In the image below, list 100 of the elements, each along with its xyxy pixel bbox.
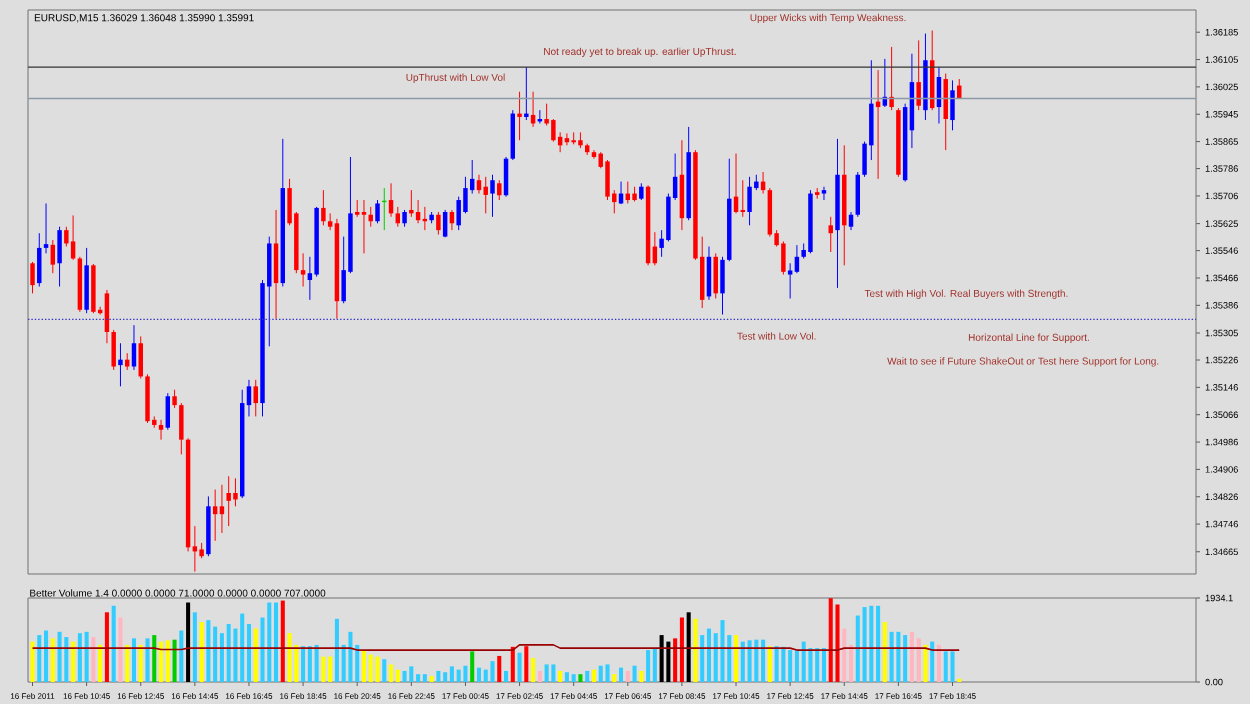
bar bbox=[443, 672, 448, 682]
bar bbox=[422, 674, 427, 682]
bar bbox=[64, 637, 69, 682]
bar bbox=[551, 664, 556, 682]
bar bbox=[903, 635, 908, 682]
candlestick bbox=[436, 211, 441, 236]
bar bbox=[334, 618, 339, 682]
candlestick bbox=[219, 484, 225, 534]
bar bbox=[747, 640, 752, 682]
bar bbox=[706, 628, 711, 682]
candlestick bbox=[794, 244, 800, 274]
candlestick bbox=[118, 342, 123, 387]
bar bbox=[307, 646, 312, 682]
bar bbox=[808, 648, 813, 682]
bar bbox=[754, 639, 759, 682]
bar bbox=[226, 624, 231, 682]
bar bbox=[192, 612, 197, 682]
bar bbox=[652, 648, 657, 682]
candlestick bbox=[517, 91, 522, 141]
candlestick bbox=[720, 256, 725, 316]
bar bbox=[328, 656, 333, 682]
candlestick bbox=[165, 392, 171, 431]
bar bbox=[835, 604, 840, 682]
bar bbox=[186, 602, 191, 682]
bar bbox=[781, 646, 786, 682]
bar bbox=[585, 670, 590, 682]
candlestick bbox=[950, 79, 955, 131]
bar bbox=[199, 622, 204, 682]
bar bbox=[50, 638, 55, 682]
bar bbox=[179, 630, 184, 682]
bar bbox=[301, 646, 306, 682]
bar bbox=[531, 657, 536, 682]
bar bbox=[71, 641, 76, 682]
candlestick bbox=[226, 475, 231, 527]
bar bbox=[639, 670, 644, 682]
bar bbox=[923, 644, 928, 682]
bar bbox=[612, 674, 617, 682]
bar bbox=[916, 638, 921, 682]
bar bbox=[693, 618, 698, 682]
bar bbox=[382, 659, 387, 682]
bar bbox=[172, 639, 177, 682]
candlestick bbox=[233, 477, 238, 507]
bar bbox=[104, 612, 109, 682]
bar bbox=[348, 631, 353, 682]
bar bbox=[950, 651, 955, 682]
bar bbox=[700, 635, 705, 682]
bar bbox=[463, 665, 468, 682]
candlestick bbox=[145, 373, 150, 424]
bar bbox=[77, 633, 82, 682]
bar bbox=[402, 670, 407, 682]
candlestick bbox=[361, 199, 367, 254]
bar bbox=[159, 641, 164, 682]
bar bbox=[544, 664, 549, 682]
bar bbox=[788, 650, 793, 682]
bar bbox=[855, 615, 860, 682]
bar bbox=[37, 635, 42, 682]
bar bbox=[30, 641, 35, 682]
bar bbox=[537, 670, 542, 682]
bar bbox=[206, 620, 211, 682]
bar bbox=[416, 674, 421, 682]
candlestick bbox=[253, 379, 258, 417]
bar bbox=[253, 628, 258, 682]
bar bbox=[57, 631, 62, 682]
bar bbox=[436, 670, 441, 682]
candlestick bbox=[50, 239, 56, 274]
bar bbox=[368, 654, 373, 682]
candlestick bbox=[395, 206, 401, 228]
bar bbox=[361, 650, 367, 682]
bar bbox=[213, 626, 218, 682]
candlestick bbox=[490, 174, 495, 218]
candlestick bbox=[781, 240, 786, 276]
bar bbox=[842, 628, 847, 682]
bar bbox=[882, 622, 887, 682]
bar bbox=[930, 641, 935, 682]
bar bbox=[274, 602, 279, 682]
bar bbox=[578, 674, 583, 682]
bar bbox=[314, 644, 319, 682]
bar bbox=[815, 648, 820, 682]
bar bbox=[138, 644, 143, 682]
candlestick bbox=[767, 187, 773, 238]
candlestick bbox=[916, 39, 921, 111]
bar bbox=[470, 651, 475, 682]
candlestick bbox=[409, 189, 414, 218]
bar bbox=[267, 602, 272, 682]
bar bbox=[909, 631, 914, 682]
candlestick bbox=[172, 389, 177, 409]
candlestick bbox=[212, 489, 218, 542]
bar bbox=[828, 598, 833, 682]
candlestick bbox=[605, 159, 610, 201]
candlestick bbox=[57, 226, 62, 288]
bar bbox=[862, 607, 867, 682]
bar bbox=[564, 672, 569, 682]
bar bbox=[91, 637, 96, 682]
candlestick bbox=[273, 209, 279, 320]
candlestick bbox=[375, 199, 380, 224]
bar bbox=[456, 669, 461, 682]
bar bbox=[152, 635, 157, 682]
bar bbox=[517, 652, 522, 682]
bar bbox=[767, 646, 772, 682]
bar bbox=[619, 667, 624, 682]
